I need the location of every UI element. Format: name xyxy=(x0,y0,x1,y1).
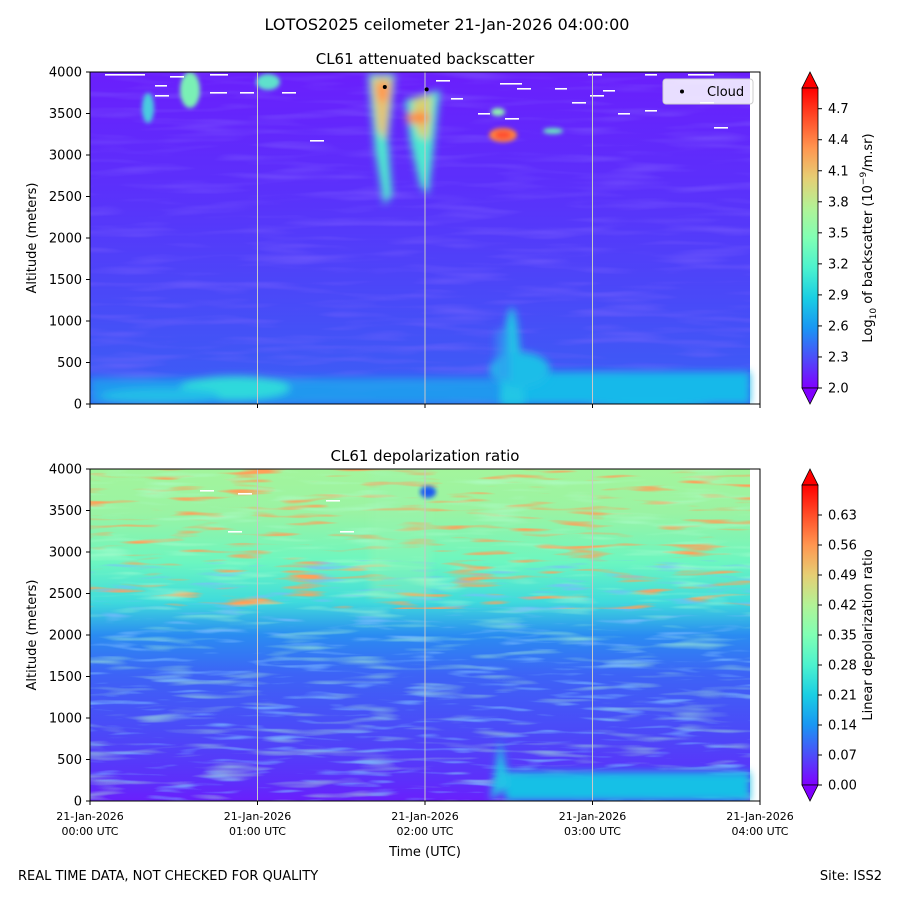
x-tick-date: 21-Jan-2026 xyxy=(224,810,292,823)
backscatter-panel: CL61 attenuated backscatter xyxy=(25,50,879,413)
x-tick-date: 21-Jan-2026 xyxy=(391,810,459,823)
cloud-legend: Cloud xyxy=(662,78,754,105)
y-tick-label: 3500 xyxy=(49,107,82,122)
colorbar-tick-label: 0.14 xyxy=(828,719,857,734)
y-tick-label: 500 xyxy=(57,753,82,768)
backscatter-x-axis xyxy=(89,404,761,408)
x-tick-time: 01:00 UTC xyxy=(229,825,286,838)
depolarization-colorbar: 0.00 0.07 0.14 0.21 0.28 0.35 0.42 0.49 0.56 0.63… xyxy=(801,468,876,802)
colorbar-tick-label: 2.3 xyxy=(828,350,849,365)
colorbar-tick-label: 0.42 xyxy=(828,599,857,614)
backscatter-colorbar-label: Log10 of backscatter (10−9/m.sr) xyxy=(859,133,879,342)
depolarization-y-label: Altitude (meters) xyxy=(25,580,40,691)
depolarization-heatmap xyxy=(90,469,750,801)
colorbar-tick-label: 4.7 xyxy=(828,102,849,117)
y-tick-label: 2500 xyxy=(49,190,82,205)
y-tick-label: 3500 xyxy=(49,504,82,519)
depolarization-colorbar-label: Linear depolarization ratio xyxy=(861,549,876,720)
backscatter-y-axis: 0 500 1000 1500 2000 2500 3000 3500 4000 xyxy=(49,66,90,413)
y-tick-label: 0 xyxy=(74,398,82,413)
y-tick-label: 2000 xyxy=(49,232,82,247)
quality-notice: REAL TIME DATA, NOT CHECKED FOR QUALITY xyxy=(18,869,319,884)
y-tick-label: 0 xyxy=(74,795,82,810)
colorbar-tick-label: 3.8 xyxy=(828,195,849,210)
colorbar-tick-label: 2.0 xyxy=(828,382,849,397)
colorbar-tick-label: 0.63 xyxy=(828,509,857,524)
y-tick-label: 3000 xyxy=(49,546,82,561)
backscatter-colorbar: 2.0 2.3 2.6 2.9 3.2 3.5 3.8 4.1 4.4 4.7 Log10 of … xyxy=(801,71,879,405)
cloud-legend-marker xyxy=(680,89,684,94)
y-tick-label: 4000 xyxy=(49,66,82,81)
x-tick-date: 21-Jan-2026 xyxy=(56,810,124,823)
x-tick-date: 21-Jan-2026 xyxy=(726,810,794,823)
depolarization-panel: CL61 depolarization ratio 0 500 1000 1500 20… xyxy=(25,447,876,860)
x-tick-time: 04:00 UTC xyxy=(731,825,788,838)
colorbar-tick-label: 4.4 xyxy=(828,133,849,148)
site-label: Site: ISS2 xyxy=(819,869,882,884)
figure-title: LOTOS2025 ceilometer 21-Jan-2026 04:00:0… xyxy=(265,15,630,34)
backscatter-title: CL61 attenuated backscatter xyxy=(316,50,535,68)
colorbar-tick-label: 3.2 xyxy=(828,257,849,272)
cloud-point xyxy=(424,87,429,92)
colorbar-tick-label: 0.21 xyxy=(828,689,857,704)
backscatter-y-label: Altitude (meters) xyxy=(25,183,40,294)
colorbar-tick-label: 0.35 xyxy=(828,629,857,644)
colorbar-tick-label: 0.00 xyxy=(828,779,857,794)
depolarization-title: CL61 depolarization ratio xyxy=(331,447,520,465)
cloud-point xyxy=(382,84,387,89)
y-tick-label: 2500 xyxy=(49,587,82,602)
y-tick-label: 1500 xyxy=(49,670,82,685)
x-tick-date: 21-Jan-2026 xyxy=(559,810,627,823)
y-tick-label: 1000 xyxy=(49,712,82,727)
colorbar-tick-label: 2.9 xyxy=(828,288,849,303)
x-tick-time: 03:00 UTC xyxy=(564,825,621,838)
colorbar-tick-label: 4.1 xyxy=(828,164,849,179)
x-axis-label: Time (UTC) xyxy=(388,845,461,860)
y-tick-label: 1000 xyxy=(49,315,82,330)
y-tick-label: 500 xyxy=(57,356,82,371)
colorbar-tick-label: 0.56 xyxy=(828,539,857,554)
y-tick-label: 4000 xyxy=(49,463,82,478)
colorbar-tick-label: 3.5 xyxy=(828,226,849,241)
backscatter-heatmap xyxy=(90,72,750,404)
y-tick-label: 2000 xyxy=(49,629,82,644)
y-tick-label: 3000 xyxy=(49,149,82,164)
colorbar-tick-label: 0.49 xyxy=(828,569,857,584)
colorbar-tick-label: 0.28 xyxy=(828,659,857,674)
x-tick-time: 02:00 UTC xyxy=(396,825,453,838)
x-tick-time: 00:00 UTC xyxy=(61,825,118,838)
cloud-legend-label: Cloud xyxy=(707,85,744,100)
colorbar-tick-label: 0.07 xyxy=(828,749,857,764)
depolarization-y-axis: 0 500 1000 1500 2000 2500 3000 3500 4000 xyxy=(49,463,90,810)
depolarization-x-axis: 21-Jan-2026 00:00 UTC 21-Jan-2026 01:00 UTC… xyxy=(56,801,794,838)
colorbar-tick-label: 2.6 xyxy=(828,319,849,334)
y-tick-label: 1500 xyxy=(49,273,82,288)
